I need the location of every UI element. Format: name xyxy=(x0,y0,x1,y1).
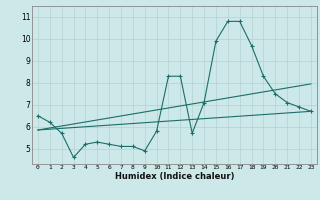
X-axis label: Humidex (Indice chaleur): Humidex (Indice chaleur) xyxy=(115,172,234,181)
